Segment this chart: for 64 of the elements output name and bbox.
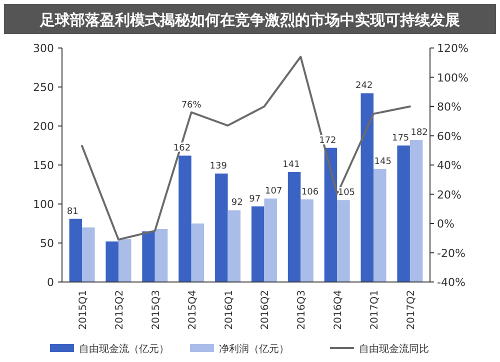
bar <box>228 210 241 282</box>
bar <box>397 146 410 282</box>
x-tick-label: 2016Q1 <box>224 290 235 330</box>
line-series <box>81 56 411 241</box>
bar <box>374 168 386 282</box>
x-tick-label: 2015Q4 <box>187 290 198 330</box>
data-label: 175 <box>392 134 410 144</box>
bar <box>324 148 338 282</box>
bar <box>360 93 374 282</box>
bar <box>142 231 155 282</box>
y-tick-label: 150 <box>33 159 54 172</box>
bar <box>251 206 264 282</box>
bar <box>154 228 168 282</box>
x-tick-label: 2016Q2 <box>260 290 272 330</box>
y2-tick-label: 80% <box>437 100 462 114</box>
x-tick-label: 2015Q1 <box>78 290 90 330</box>
y2-tick-label: 60% <box>437 130 462 143</box>
y-tick-label: 50 <box>40 237 54 250</box>
legend-label: 自由现金流同比 <box>359 343 429 355</box>
bar <box>264 198 277 282</box>
x-tick-label: 2017Q1 <box>370 290 381 330</box>
y-tick-label: 100 <box>33 198 54 211</box>
bar <box>178 156 192 282</box>
bar <box>191 224 204 282</box>
bar <box>215 174 228 282</box>
bar <box>288 172 301 282</box>
y2-tick-label: 40% <box>437 159 462 172</box>
data-label: 106 <box>301 187 319 198</box>
x-tick-label: 2016Q4 <box>333 290 344 330</box>
data-label: 76% <box>181 100 202 110</box>
x-tick-label: 2017Q2 <box>406 290 417 330</box>
bar <box>118 239 132 282</box>
data-label: 81 <box>66 206 78 217</box>
y2-tick-label: -40% <box>437 276 466 289</box>
y-tick-label: 300 <box>33 42 54 55</box>
data-label: 182 <box>410 128 428 138</box>
y-tick-label: 0 <box>47 276 54 289</box>
data-label: 105 <box>338 188 356 198</box>
y2-tick-label: 120% <box>437 42 468 55</box>
y2-tick-label: 100% <box>437 71 468 84</box>
data-label: 92 <box>231 198 243 208</box>
y2-tick-label: 20% <box>437 188 462 202</box>
x-tick-label: 2016Q3 <box>296 290 308 330</box>
bar <box>82 227 95 282</box>
data-label: 242 <box>356 81 373 92</box>
y2-tick-label: -20% <box>437 246 466 260</box>
y2-tick-label: 0% <box>437 218 454 230</box>
bar <box>69 218 82 282</box>
y-tick-label: 250 <box>33 81 54 94</box>
legend-label: 自由现金流（亿元） <box>79 343 169 355</box>
data-label: 107 <box>265 186 282 197</box>
data-label: 145 <box>374 156 392 167</box>
bar <box>337 200 350 282</box>
bar <box>300 199 314 282</box>
bar <box>410 140 423 282</box>
chart-title: 足球部落盈利模式揭秘如何在竞争激烈的市场中实现可持续发展 <box>39 11 460 29</box>
x-tick-label: 2015Q3 <box>150 290 162 330</box>
data-label: 139 <box>210 162 228 172</box>
x-tick-label: 2015Q2 <box>114 290 126 330</box>
data-label: 97 <box>249 194 261 204</box>
bar <box>106 241 118 282</box>
data-label: 141 <box>282 160 300 170</box>
legend-label: 净利润（亿元） <box>219 343 289 355</box>
y-tick-label: 200 <box>33 120 54 133</box>
